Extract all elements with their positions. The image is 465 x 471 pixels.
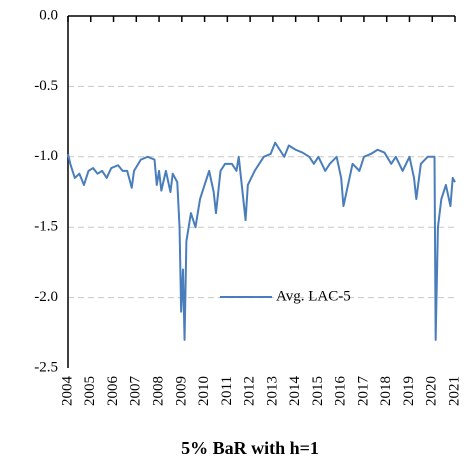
x-tick-label: 2008 (150, 376, 166, 406)
x-tick-label: 2020 (424, 376, 440, 406)
legend-label: Avg. LAC-5 (276, 288, 351, 304)
y-tick-label: 0.0 (39, 7, 58, 23)
x-tick-label: 2018 (378, 376, 394, 406)
x-tick-label: 2007 (128, 376, 144, 407)
x-tick-label: 2006 (105, 376, 121, 407)
y-tick-label: -0.5 (34, 78, 58, 94)
x-tick-label: 2005 (82, 376, 98, 406)
x-tick-label: 2010 (196, 376, 212, 406)
y-tick-label: -1.0 (34, 148, 58, 164)
y-tick-label: -2.0 (34, 289, 58, 305)
data-line (67, 141, 456, 341)
x-tick-label: 2016 (333, 376, 349, 407)
chart-title: 5% BaR with h=1 (181, 438, 319, 458)
y-tick-label: -1.5 (34, 219, 58, 235)
x-tick-label: 2012 (242, 376, 258, 406)
x-tick-label: 2019 (401, 376, 417, 406)
x-tick-label: 2014 (287, 376, 303, 407)
y-tick-label: -2.5 (34, 359, 58, 375)
x-tick-label: 2021 (446, 376, 462, 406)
x-tick-label: 2015 (310, 376, 326, 406)
x-tick-label: 2017 (355, 376, 371, 407)
x-tick-label: 2011 (219, 376, 235, 405)
x-tick-label: 2004 (59, 376, 75, 407)
x-tick-label: 2013 (264, 376, 280, 406)
x-tick-label: 2009 (173, 376, 189, 406)
